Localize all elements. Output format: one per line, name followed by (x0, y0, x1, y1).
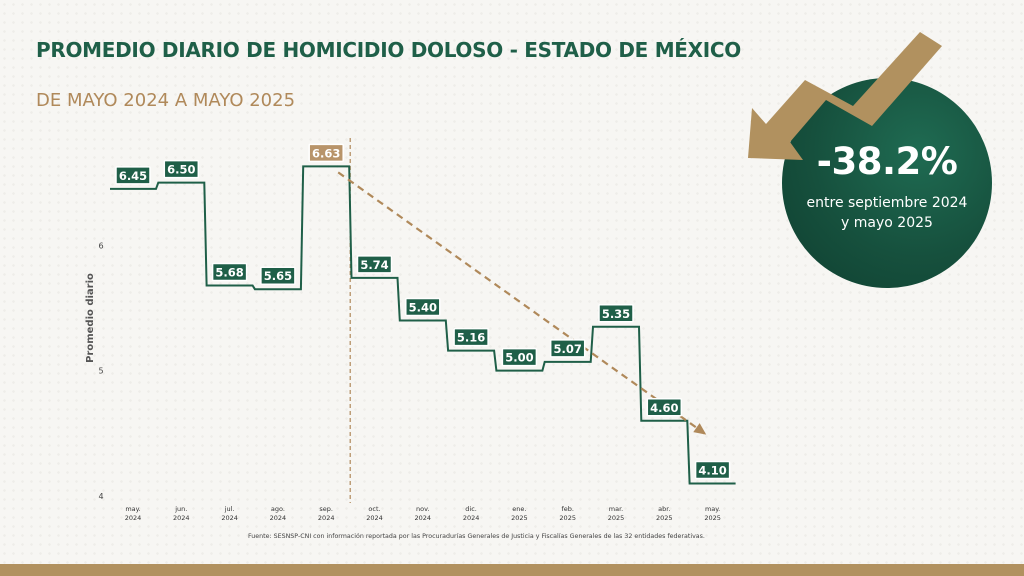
data-label: 5.07 (554, 342, 582, 356)
y-tick-label: 6 (98, 241, 103, 250)
data-label-box (646, 398, 683, 417)
data-label-box (356, 255, 393, 274)
data-label-box (453, 327, 489, 347)
trend-arrowhead (693, 423, 707, 435)
x-tick-label-year: 2024 (173, 514, 190, 522)
data-label: 5.16 (457, 331, 485, 345)
x-tick-label-year: 2025 (704, 514, 721, 522)
x-tick-label-year: 2024 (270, 514, 287, 522)
data-label: 6.50 (167, 163, 195, 177)
percent-caption-line-2: y mayo 2025 (841, 215, 933, 231)
bottom-accent-bar (0, 564, 1024, 576)
x-tick-label-month: abr. (658, 505, 670, 513)
page-title: PROMEDIO DIARIO DE HOMICIDIO DOLOSO - ES… (36, 38, 742, 62)
data-label-box (501, 347, 538, 367)
x-tick-label-year: 2025 (608, 514, 625, 522)
x-tick-label-month: nov. (416, 505, 430, 513)
percent-change-caption: entre septiembre 2024 y mayo 2025 (782, 193, 992, 233)
data-label: 4.10 (698, 463, 726, 477)
data-label-box (598, 304, 634, 323)
data-label: 5.74 (360, 258, 388, 272)
x-tick-label-month: jul. (224, 505, 235, 513)
x-tick-label-year: 2025 (656, 514, 673, 522)
data-label: 5.68 (215, 265, 243, 279)
data-label-box (115, 166, 151, 185)
data-label-box (163, 159, 200, 179)
x-tick-label-month: jun. (174, 505, 187, 513)
x-tick-label-year: 2024 (318, 514, 335, 522)
data-label: 6.63 (312, 146, 340, 160)
data-label-box (405, 297, 441, 317)
percent-change-value: -38.2% (816, 140, 958, 183)
x-tick-label-month: ene. (512, 505, 526, 513)
percent-caption-line-1: entre septiembre 2024 (806, 195, 968, 211)
data-label-box (549, 339, 586, 358)
x-tick-label-year: 2024 (221, 514, 238, 522)
data-label-box (308, 143, 344, 163)
data-label-box (260, 266, 296, 285)
data-label: 4.60 (650, 401, 678, 415)
x-tick-label-month: may. (705, 505, 720, 513)
y-tick-label: 4 (98, 492, 103, 501)
trend-arrow-line (337, 171, 706, 435)
source-note: Fuente: SESNSP-CNI con información repor… (248, 533, 705, 540)
step-series-line (110, 165, 736, 485)
data-label-box (211, 262, 248, 282)
x-tick-label-month: ago. (271, 505, 285, 513)
data-label: 5.00 (505, 351, 533, 365)
data-label: 5.35 (602, 307, 630, 321)
x-tick-label-month: dic. (465, 505, 477, 513)
y-axis-label: Promedio diario (85, 273, 96, 363)
x-tick-label-year: 2024 (366, 514, 383, 522)
page-subtitle: DE MAYO 2024 A MAYO 2025 (36, 90, 296, 111)
x-tick-label-month: may. (125, 505, 140, 513)
data-label-box (694, 460, 731, 480)
x-tick-label-month: mar. (609, 505, 623, 513)
x-tick-label-year: 2024 (463, 514, 480, 522)
x-tick-label-year: 2024 (415, 514, 432, 522)
percent-change-circle (782, 78, 992, 288)
x-tick-label-month: feb. (561, 505, 573, 513)
data-label: 5.65 (264, 269, 292, 283)
x-tick-label-year: 2025 (511, 514, 528, 522)
data-label: 6.45 (119, 169, 147, 183)
x-tick-label-year: 2024 (125, 514, 142, 522)
x-tick-label-year: 2025 (559, 514, 576, 522)
x-tick-label-month: sep. (319, 505, 333, 513)
data-label: 5.40 (409, 301, 437, 315)
y-tick-label: 5 (98, 367, 103, 376)
x-tick-label-month: oct. (368, 505, 380, 513)
